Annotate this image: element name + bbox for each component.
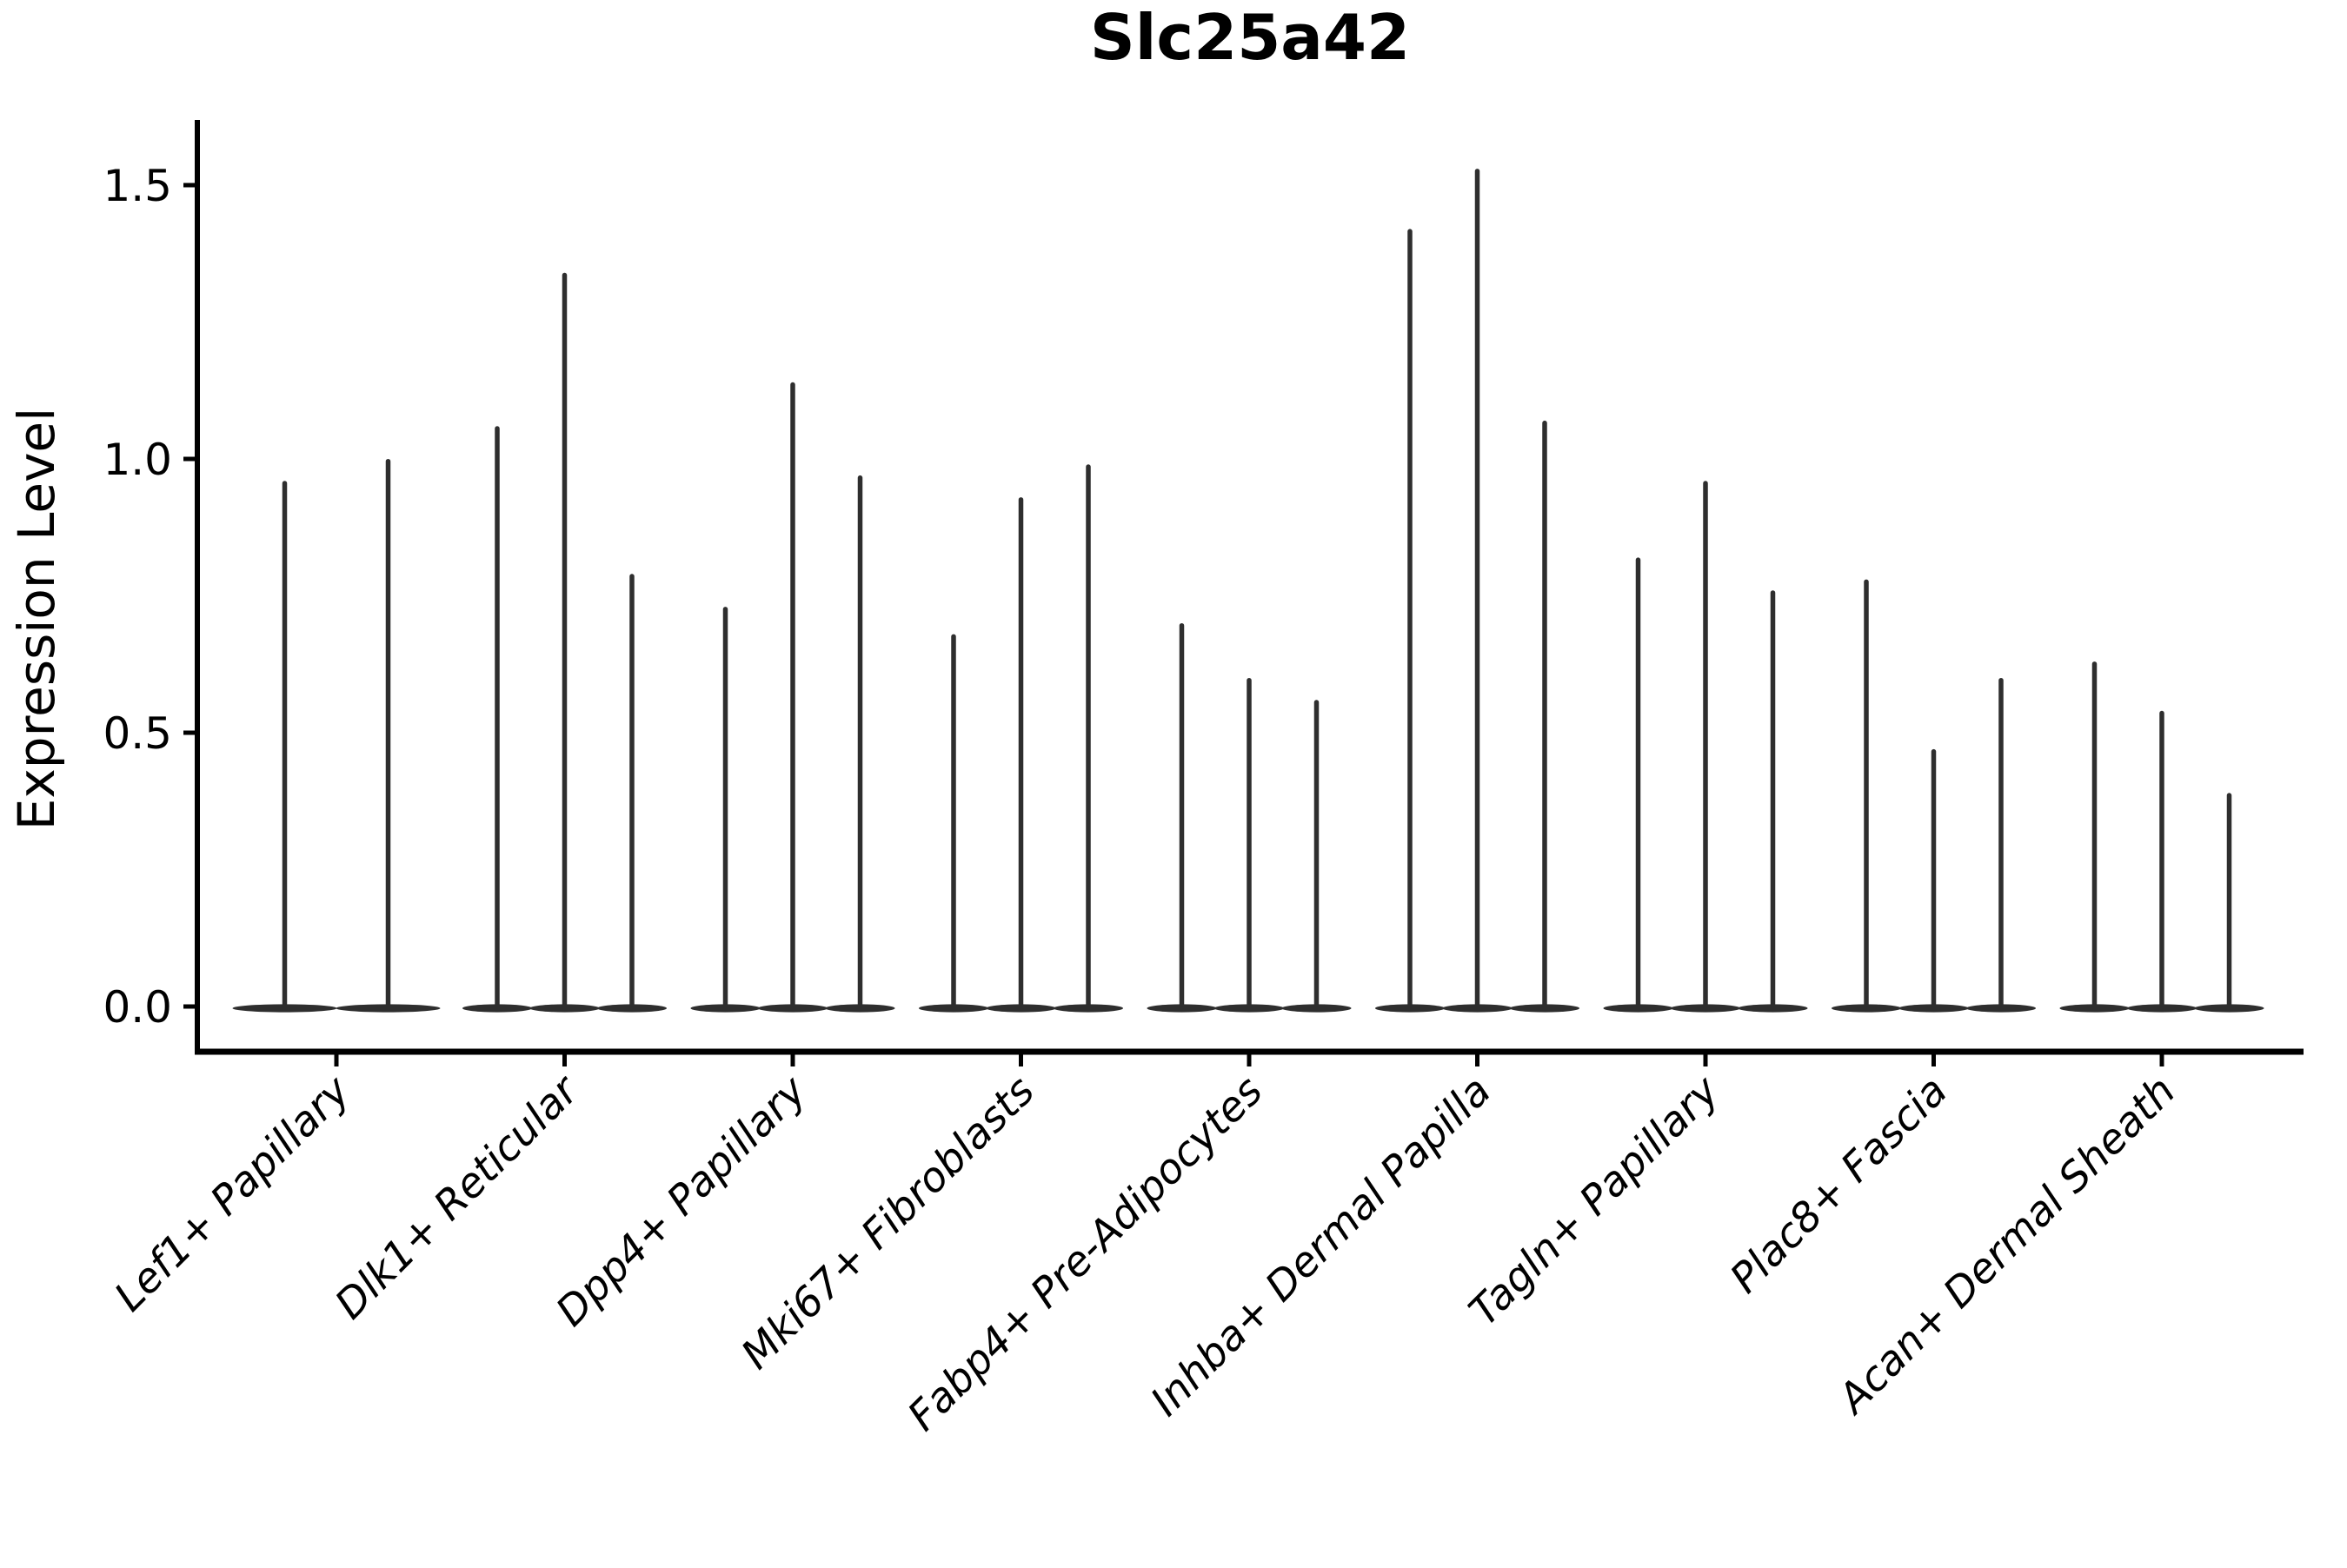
violin-spike — [722, 607, 728, 1008]
y-tick-label: 0.5 — [103, 708, 172, 759]
violin-spike — [1635, 557, 1641, 1008]
violin-spike — [857, 475, 863, 1008]
violin-group — [462, 272, 667, 1013]
x-tick-label: Dlk1+ Reticular — [326, 1066, 589, 1329]
y-tick-label: 0.0 — [103, 982, 172, 1033]
violin-spike — [1247, 678, 1252, 1008]
violin-spike — [562, 272, 568, 1008]
violin-spike — [1179, 623, 1185, 1008]
violin-spike — [951, 634, 956, 1008]
violin-group — [919, 464, 1123, 1013]
y-tick-label: 1.0 — [103, 435, 172, 485]
violins — [232, 169, 2264, 1013]
plot-title: Slc25a42 — [1090, 1, 1410, 74]
x-tick-label: Lef1+ Papillary — [105, 1066, 360, 1321]
violin-spike — [1474, 169, 1480, 1009]
violin-spike — [1018, 497, 1024, 1008]
violin-group — [1375, 169, 1579, 1013]
violin-group — [1603, 481, 1808, 1013]
y-tick-label: 1.5 — [103, 161, 172, 211]
y-axis-label: Expression Level — [7, 408, 66, 830]
violin-spike — [1407, 229, 1413, 1008]
violin-spike — [790, 382, 795, 1008]
violin-group — [1832, 579, 2036, 1013]
x-tick-label: Tagln+ Papillary — [1460, 1066, 1730, 1336]
violin-spike — [1998, 678, 2004, 1008]
violin-spike — [1703, 481, 1708, 1008]
violin-spike — [495, 426, 500, 1008]
violin-spike — [1864, 579, 1869, 1008]
violin-spike — [1931, 748, 1937, 1008]
violin-spike — [2091, 661, 2098, 1008]
violin-spike — [385, 459, 391, 1008]
violin-spike — [282, 481, 288, 1008]
x-tick-label: Plac8+ Fascia — [1721, 1067, 1957, 1303]
x-tick-label: Dpp4+ Papillary — [547, 1066, 816, 1336]
violin-spike — [2226, 793, 2232, 1008]
violin-spike — [1770, 590, 1776, 1008]
violin-group — [1147, 623, 1352, 1013]
violin-spike — [629, 574, 635, 1008]
violin-spike — [1542, 420, 1547, 1008]
violin-spike — [1313, 700, 1320, 1008]
violin-group — [690, 382, 895, 1013]
violin-group — [232, 459, 441, 1013]
violin-spike — [1086, 464, 1091, 1008]
y-axis-ticks: 0.0 0.5 1.0 1.5 — [103, 161, 197, 1033]
violin-group — [2059, 661, 2264, 1013]
violin-spike — [2159, 710, 2164, 1008]
